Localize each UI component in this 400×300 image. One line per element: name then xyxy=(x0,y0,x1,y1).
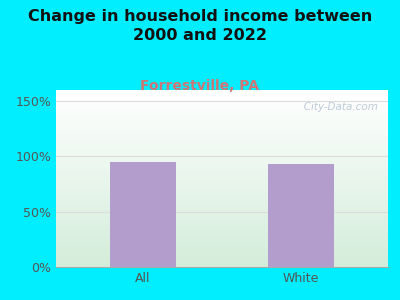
Text: City-Data.com: City-Data.com xyxy=(294,102,378,112)
Text: Forrestville, PA: Forrestville, PA xyxy=(140,80,260,94)
Bar xyxy=(110,162,176,267)
Bar xyxy=(268,164,334,267)
Text: Change in household income between
2000 and 2022: Change in household income between 2000 … xyxy=(28,9,372,43)
